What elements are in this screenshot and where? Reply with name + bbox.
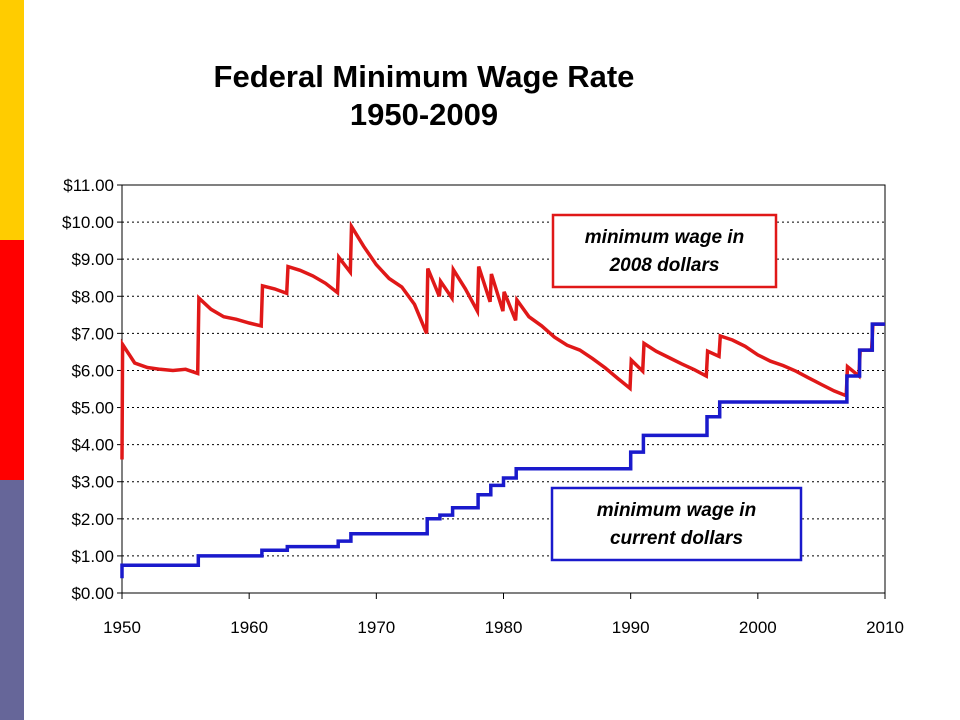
x-tick-labels: 1950 1960 1970 1980 1990 2000 2010: [103, 618, 904, 637]
y-tick-label: $7.00: [71, 324, 114, 343]
accent-bar-red: [0, 240, 24, 480]
series-line-2008-dollars: [120, 220, 885, 460]
x-tick-label: 1960: [230, 618, 268, 637]
y-tick-label: $5.00: [71, 399, 114, 418]
y-tick-label: $9.00: [71, 250, 114, 269]
y-tick-label: $3.00: [71, 473, 114, 492]
accent-bar-purple: [0, 480, 24, 720]
chart-subtitle: 1950-2009: [349, 97, 499, 132]
x-tick-label: 1950: [103, 618, 141, 637]
accent-bar-yellow: [0, 0, 24, 240]
x-tick-label: 2010: [866, 618, 904, 637]
x-tick-label: 2000: [739, 618, 777, 637]
y-tick-label: $10.00: [62, 213, 114, 232]
annotation-text: minimum wage in: [597, 500, 756, 521]
y-tick-label: $2.00: [71, 510, 114, 529]
annotation-text: 2008 dollars: [609, 255, 720, 276]
chart-title-block: Federal Minimum Wage Rate 1950-2009: [24, 58, 824, 134]
annotation-box: [551, 213, 778, 289]
y-tick-label: $4.00: [71, 436, 114, 455]
y-tick-label: $8.00: [71, 287, 114, 306]
annotation-box: [550, 486, 803, 562]
y-tick-label: $6.00: [71, 361, 114, 380]
y-tick-label: $0.00: [71, 584, 114, 603]
x-tick-label: 1980: [485, 618, 523, 637]
x-tick-label: 1970: [357, 618, 395, 637]
annotation-text: current dollars: [610, 528, 743, 549]
series-lines: [120, 220, 885, 579]
annotation-2008-dollars: minimum wage in 2008 dollars: [551, 213, 778, 289]
chart-title: Federal Minimum Wage Rate: [213, 59, 635, 94]
y-tick-label: $11.00: [63, 176, 114, 195]
annotation-current-dollars: minimum wage in current dollars: [550, 486, 803, 562]
y-tick-label: $1.00: [71, 547, 114, 566]
series-line-current-dollars: [120, 322, 885, 579]
y-tick-labels: $0.00 $1.00 $2.00 $3.00 $4.00 $5.00 $6.00 $7.00…: [62, 176, 114, 603]
annotation-text: minimum wage in: [585, 227, 744, 248]
x-tick-label: 1990: [612, 618, 650, 637]
